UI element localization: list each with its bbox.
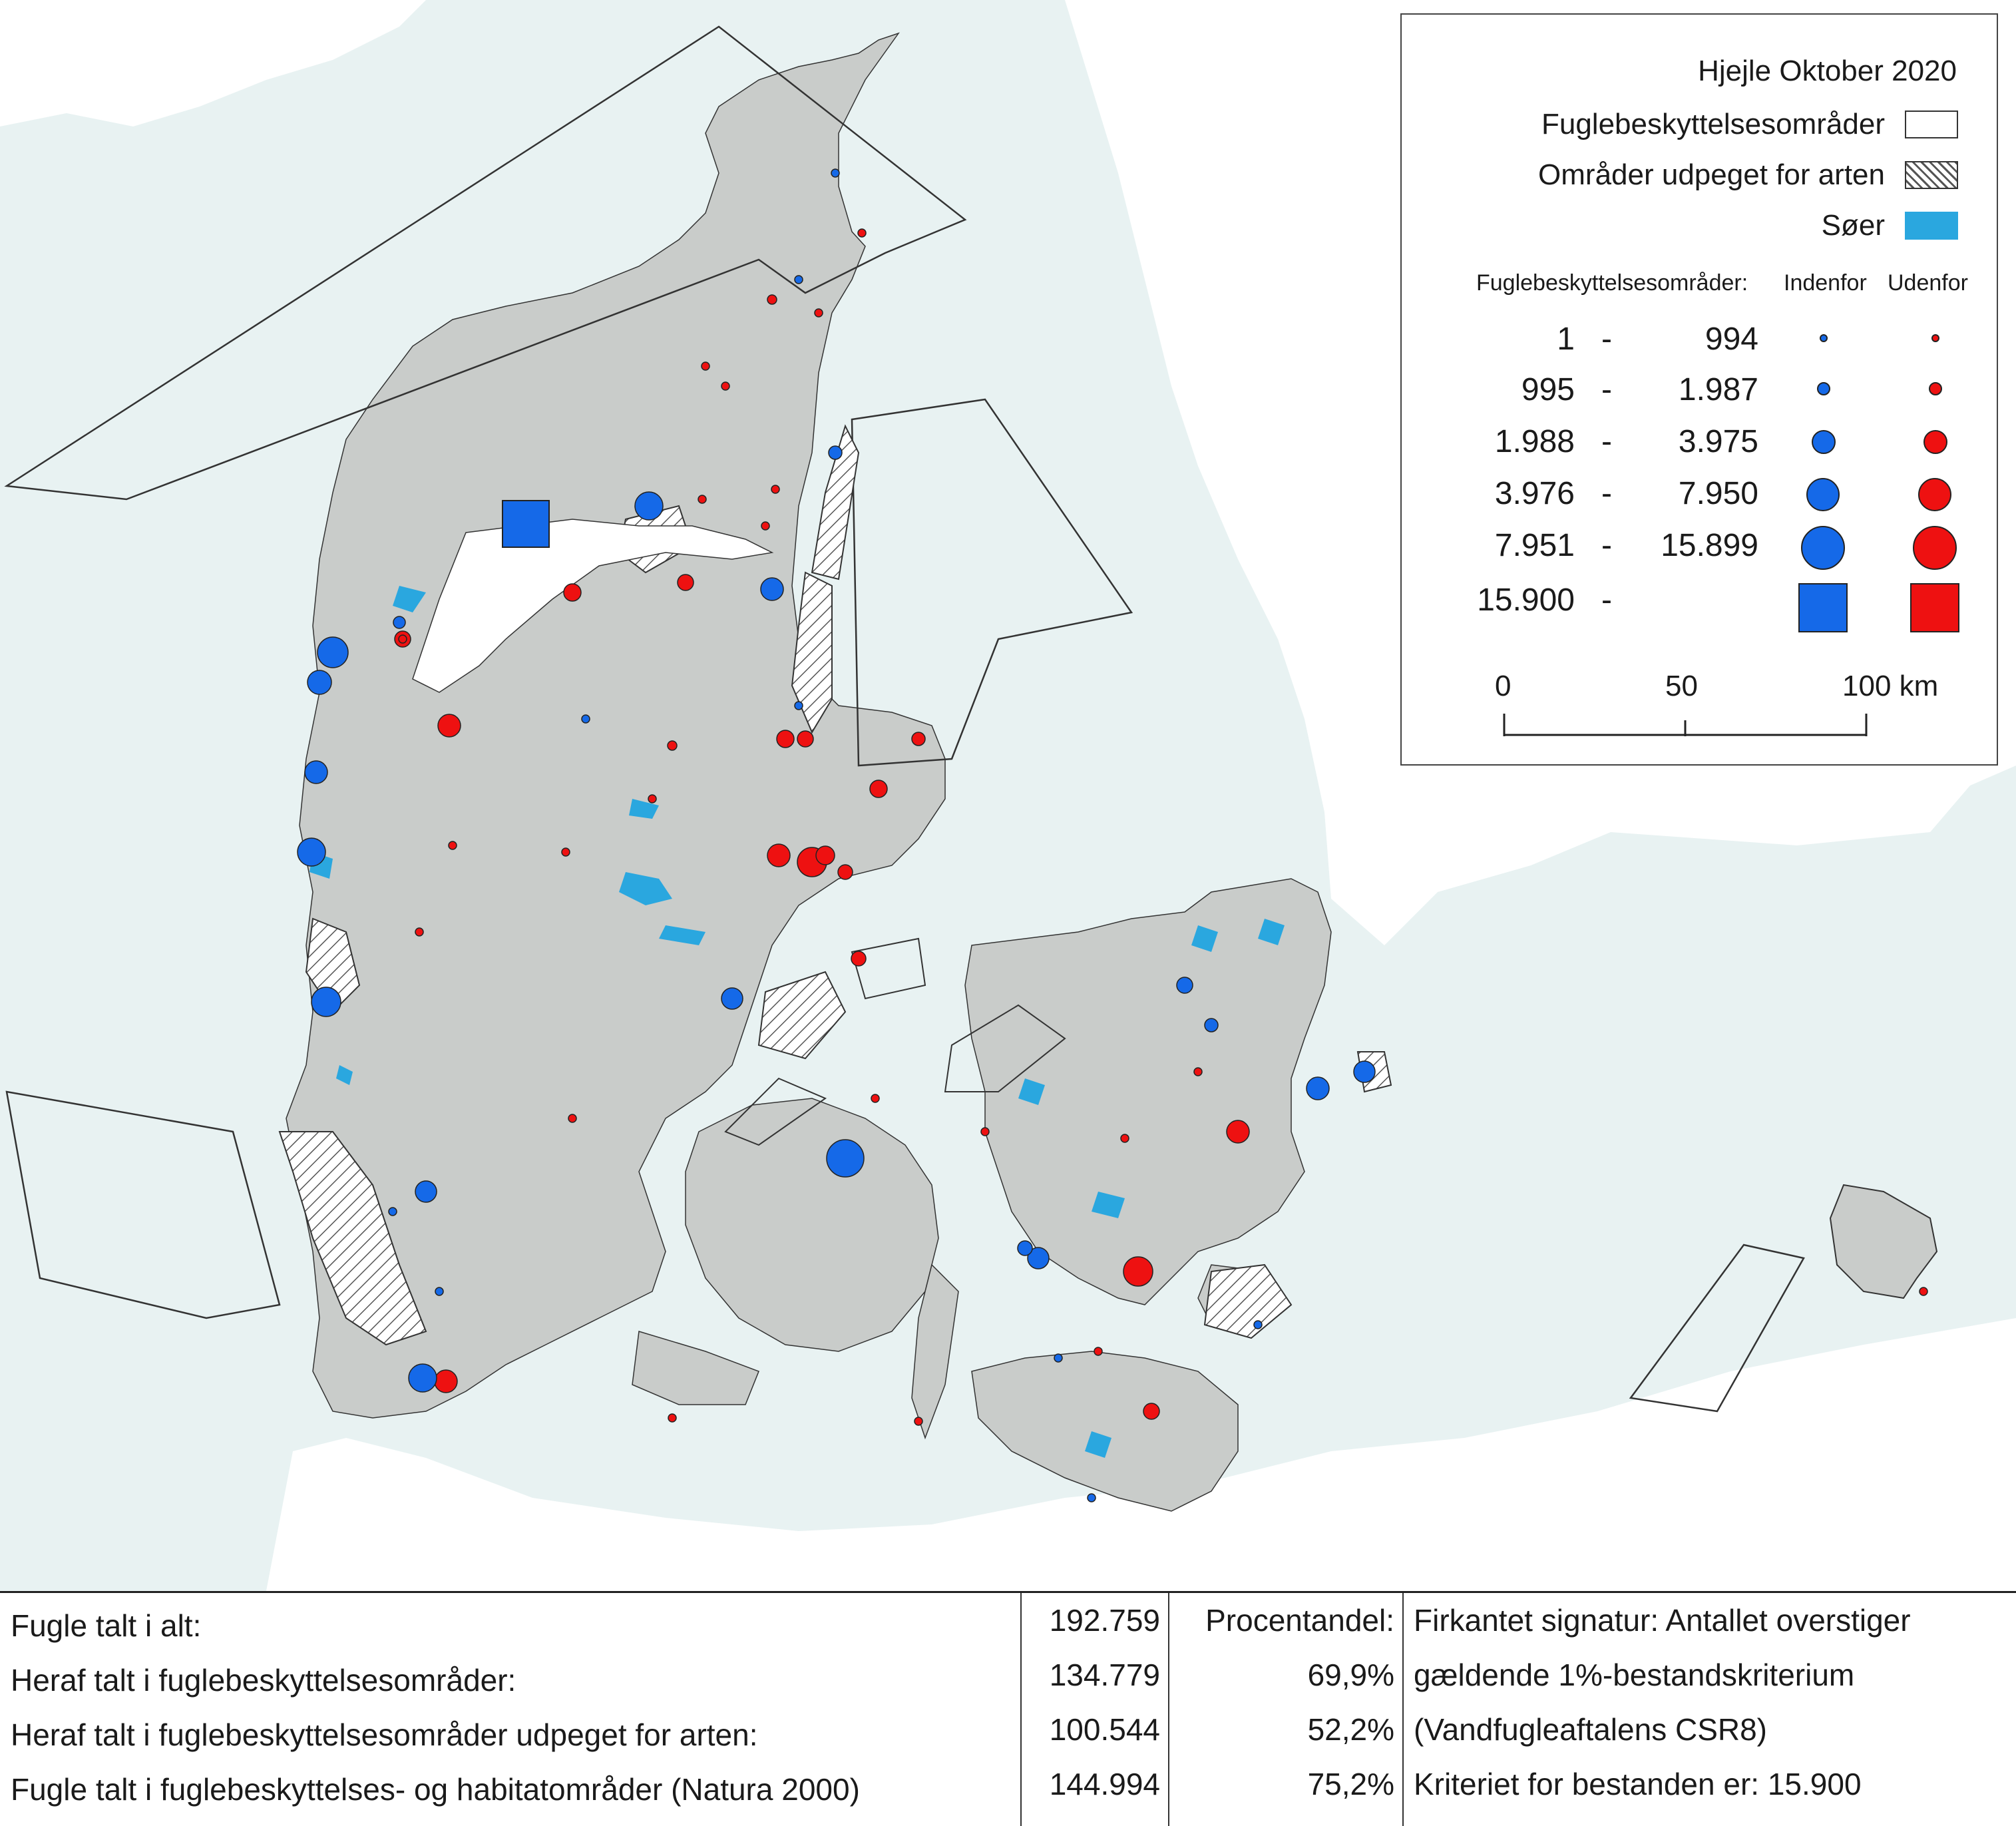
stats-label: Fugle talt i alt: bbox=[11, 1608, 202, 1643]
observations-outside bbox=[394, 228, 1928, 1426]
norway-land bbox=[0, 0, 426, 126]
scale-bar bbox=[1503, 714, 1868, 736]
stats-value: 192.759 bbox=[1049, 1603, 1160, 1638]
legend-dot-inside bbox=[1817, 382, 1830, 395]
stats-note: Kriteriet for bestanden er: 15.900 bbox=[1414, 1767, 1862, 1801]
designated-area bbox=[811, 424, 860, 580]
bornholm bbox=[1829, 1184, 1938, 1299]
stats-note: gældende 1%-bestandskriterium bbox=[1414, 1658, 1855, 1692]
zealand bbox=[964, 878, 1332, 1305]
legend-lakes-label: Søer bbox=[1821, 209, 1885, 242]
legend-dot-inside bbox=[1820, 334, 1828, 342]
stats-value: 100.544 bbox=[1049, 1712, 1160, 1747]
stats-value: 144.994 bbox=[1049, 1767, 1160, 1801]
legend-dot-inside bbox=[1801, 526, 1845, 570]
legend-dot-outside bbox=[1931, 334, 1939, 342]
protected-area bbox=[724, 1077, 827, 1146]
legend-dot-inside bbox=[1806, 478, 1840, 511]
funen bbox=[685, 1098, 939, 1352]
legend-protected-label: Fuglebeskyttelsesområder bbox=[1541, 108, 1885, 140]
legend-header-area: Fuglebeskyttelsesområder: bbox=[1476, 270, 1748, 296]
protected-area bbox=[851, 937, 926, 1000]
aeroe bbox=[632, 1331, 759, 1405]
stats-pct: 52,2% bbox=[1307, 1712, 1394, 1747]
legend-header-inside: Indenfor bbox=[1784, 270, 1867, 296]
legend-dot-outside bbox=[1929, 382, 1942, 395]
legend-designated-swatch bbox=[1905, 161, 1958, 189]
stats-pct: 75,2% bbox=[1307, 1767, 1394, 1801]
limfjord bbox=[412, 519, 774, 693]
protected-area bbox=[851, 398, 1133, 767]
stats-pct: 69,9% bbox=[1307, 1658, 1394, 1692]
legend-dot-outside bbox=[1918, 478, 1951, 511]
observation-square-inside bbox=[502, 500, 550, 548]
stats-label: Heraf talt i fuglebeskyttelsesområder: bbox=[11, 1663, 516, 1698]
langeland bbox=[911, 1263, 959, 1440]
stats-value: 134.779 bbox=[1049, 1658, 1160, 1692]
scale-label-50: 50 bbox=[1665, 670, 1698, 702]
germany-land bbox=[266, 1318, 2016, 1591]
legend-square-outside bbox=[1910, 583, 1959, 632]
legend-protected-swatch bbox=[1905, 111, 1958, 138]
observations-inside bbox=[297, 168, 1376, 1502]
scale-label-0: 0 bbox=[1495, 670, 1512, 702]
lakes bbox=[309, 586, 1285, 1458]
designated-area bbox=[278, 1131, 427, 1346]
legend-header-outside: Udenfor bbox=[1888, 270, 1968, 296]
designated-area bbox=[1203, 1263, 1293, 1339]
scale-label-100: 100 km bbox=[1842, 670, 1939, 702]
protected-area bbox=[4, 25, 967, 501]
legend-dot-outside bbox=[1923, 430, 1947, 454]
legend-designated-label: Områder udpeget for arten bbox=[1538, 158, 1885, 191]
stats-table: Fugle talt i alt: Heraf talt i fuglebesk… bbox=[0, 1591, 2016, 1826]
protected-area bbox=[5, 1090, 281, 1319]
legend-lakes-swatch bbox=[1905, 212, 1958, 240]
stats-pct-header: Procentandel: bbox=[1205, 1603, 1394, 1638]
legend-dot-inside bbox=[1812, 430, 1836, 454]
stats-label: Fugle talt i fuglebeskyttelses- og habit… bbox=[11, 1772, 860, 1807]
legend-title: Hjejle Oktober 2020 bbox=[1698, 55, 1957, 87]
designated-area bbox=[757, 971, 847, 1060]
stats-note: (Vandfugleaftalens CSR8) bbox=[1414, 1712, 1767, 1747]
stats-label: Heraf talt i fuglebeskyttelsesområder ud… bbox=[11, 1717, 758, 1752]
legend: Hjejle Oktober 2020 Fuglebeskyttelsesomr… bbox=[1400, 13, 1998, 766]
protected-area bbox=[1629, 1244, 1805, 1413]
stats-note: Firkantet signatur: Antallet overstiger bbox=[1414, 1603, 1911, 1638]
jutland bbox=[286, 32, 946, 1419]
legend-square-inside bbox=[1798, 583, 1848, 632]
designated-area bbox=[791, 571, 833, 734]
legend-dot-outside bbox=[1913, 526, 1957, 570]
protected-area bbox=[944, 1004, 1066, 1092]
